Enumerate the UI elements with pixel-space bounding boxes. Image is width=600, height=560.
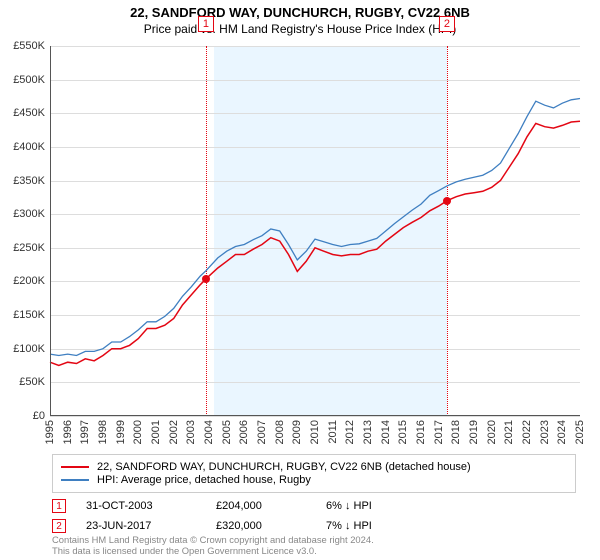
transaction-price: £204,000 — [216, 500, 306, 512]
x-tick-label: 1998 — [97, 420, 109, 444]
legend-label: 22, SANDFORD WAY, DUNCHURCH, RUGBY, CV22… — [97, 461, 471, 473]
transaction-row: 2 23-JUN-2017 £320,000 7% ↓ HPI — [52, 516, 576, 536]
x-tick-label: 2016 — [415, 420, 427, 444]
marker-dot — [202, 275, 210, 283]
x-tick-label: 2008 — [274, 420, 286, 444]
transaction-row: 1 31-OCT-2003 £204,000 6% ↓ HPI — [52, 496, 576, 516]
footnote: Contains HM Land Registry data © Crown c… — [52, 535, 374, 557]
y-tick-label: £500K — [5, 74, 45, 86]
chart-plot-area: 12 — [50, 46, 580, 416]
marker-label-box: 2 — [439, 16, 455, 32]
marker-dot — [443, 197, 451, 205]
series-property — [50, 121, 580, 365]
transaction-price: £320,000 — [216, 520, 306, 532]
x-axis — [50, 415, 580, 416]
x-tick-label: 2010 — [309, 420, 321, 444]
x-tick-label: 2009 — [291, 420, 303, 444]
y-tick-label: £400K — [5, 141, 45, 153]
x-tick-label: 2014 — [380, 420, 392, 444]
x-tick-label: 2002 — [168, 420, 180, 444]
transactions-block: 1 31-OCT-2003 £204,000 6% ↓ HPI 2 23-JUN-2017… — [52, 496, 576, 536]
transaction-marker-box: 1 — [52, 499, 66, 513]
x-tick-label: 2022 — [521, 420, 533, 444]
y-tick-label: £450K — [5, 107, 45, 119]
x-tick-label: 2023 — [539, 420, 551, 444]
legend-swatch — [61, 479, 89, 481]
x-tick-label: 2021 — [503, 420, 515, 444]
transaction-date: 23-JUN-2017 — [86, 520, 196, 532]
x-tick-label: 2015 — [397, 420, 409, 444]
x-tick-label: 1996 — [62, 420, 74, 444]
title-sub: Price paid vs. HM Land Registry's House … — [0, 22, 600, 36]
y-tick-label: £150K — [5, 309, 45, 321]
y-tick-label: £300K — [5, 208, 45, 220]
y-tick-label: £100K — [5, 343, 45, 355]
x-tick-label: 2025 — [574, 420, 586, 444]
x-tick-label: 2000 — [132, 420, 144, 444]
x-tick-label: 2020 — [486, 420, 498, 444]
grid-line-h — [50, 416, 580, 417]
series-hpi — [50, 99, 580, 356]
legend-row: 22, SANDFORD WAY, DUNCHURCH, RUGBY, CV22… — [61, 461, 567, 473]
x-tick-label: 2007 — [256, 420, 268, 444]
footnote-line1: Contains HM Land Registry data © Crown c… — [52, 534, 374, 545]
x-tick-label: 2012 — [344, 420, 356, 444]
x-tick-label: 2017 — [433, 420, 445, 444]
x-tick-label: 2011 — [327, 420, 339, 444]
series-svg — [50, 46, 580, 416]
y-tick-label: £550K — [5, 40, 45, 52]
transaction-diff: 7% ↓ HPI — [326, 520, 406, 532]
transaction-diff: 6% ↓ HPI — [326, 500, 406, 512]
y-tick-label: £200K — [5, 275, 45, 287]
x-tick-label: 2006 — [238, 420, 250, 444]
transaction-marker-box: 2 — [52, 519, 66, 533]
title-main: 22, SANDFORD WAY, DUNCHURCH, RUGBY, CV22… — [0, 5, 600, 20]
x-tick-label: 2003 — [185, 420, 197, 444]
y-axis — [50, 46, 51, 416]
x-tick-label: 2024 — [556, 420, 568, 444]
x-tick-label: 2018 — [450, 420, 462, 444]
legend-swatch — [61, 466, 89, 468]
x-tick-label: 1995 — [44, 420, 56, 444]
marker-label-box: 1 — [198, 16, 214, 32]
x-tick-label: 2004 — [203, 420, 215, 444]
footnote-line2: This data is licensed under the Open Gov… — [52, 545, 317, 556]
x-tick-label: 1999 — [115, 420, 127, 444]
x-tick-label: 2001 — [150, 420, 162, 444]
transaction-date: 31-OCT-2003 — [86, 500, 196, 512]
legend-row: HPI: Average price, detached house, Rugb… — [61, 474, 567, 486]
x-tick-label: 2005 — [221, 420, 233, 444]
y-tick-label: £50K — [5, 376, 45, 388]
x-tick-label: 1997 — [79, 420, 91, 444]
y-tick-label: £0 — [5, 410, 45, 422]
legend-box: 22, SANDFORD WAY, DUNCHURCH, RUGBY, CV22… — [52, 454, 576, 493]
x-tick-label: 2019 — [468, 420, 480, 444]
legend-label: HPI: Average price, detached house, Rugb… — [97, 474, 311, 486]
y-tick-label: £250K — [5, 242, 45, 254]
y-tick-label: £350K — [5, 175, 45, 187]
x-tick-label: 2013 — [362, 420, 374, 444]
